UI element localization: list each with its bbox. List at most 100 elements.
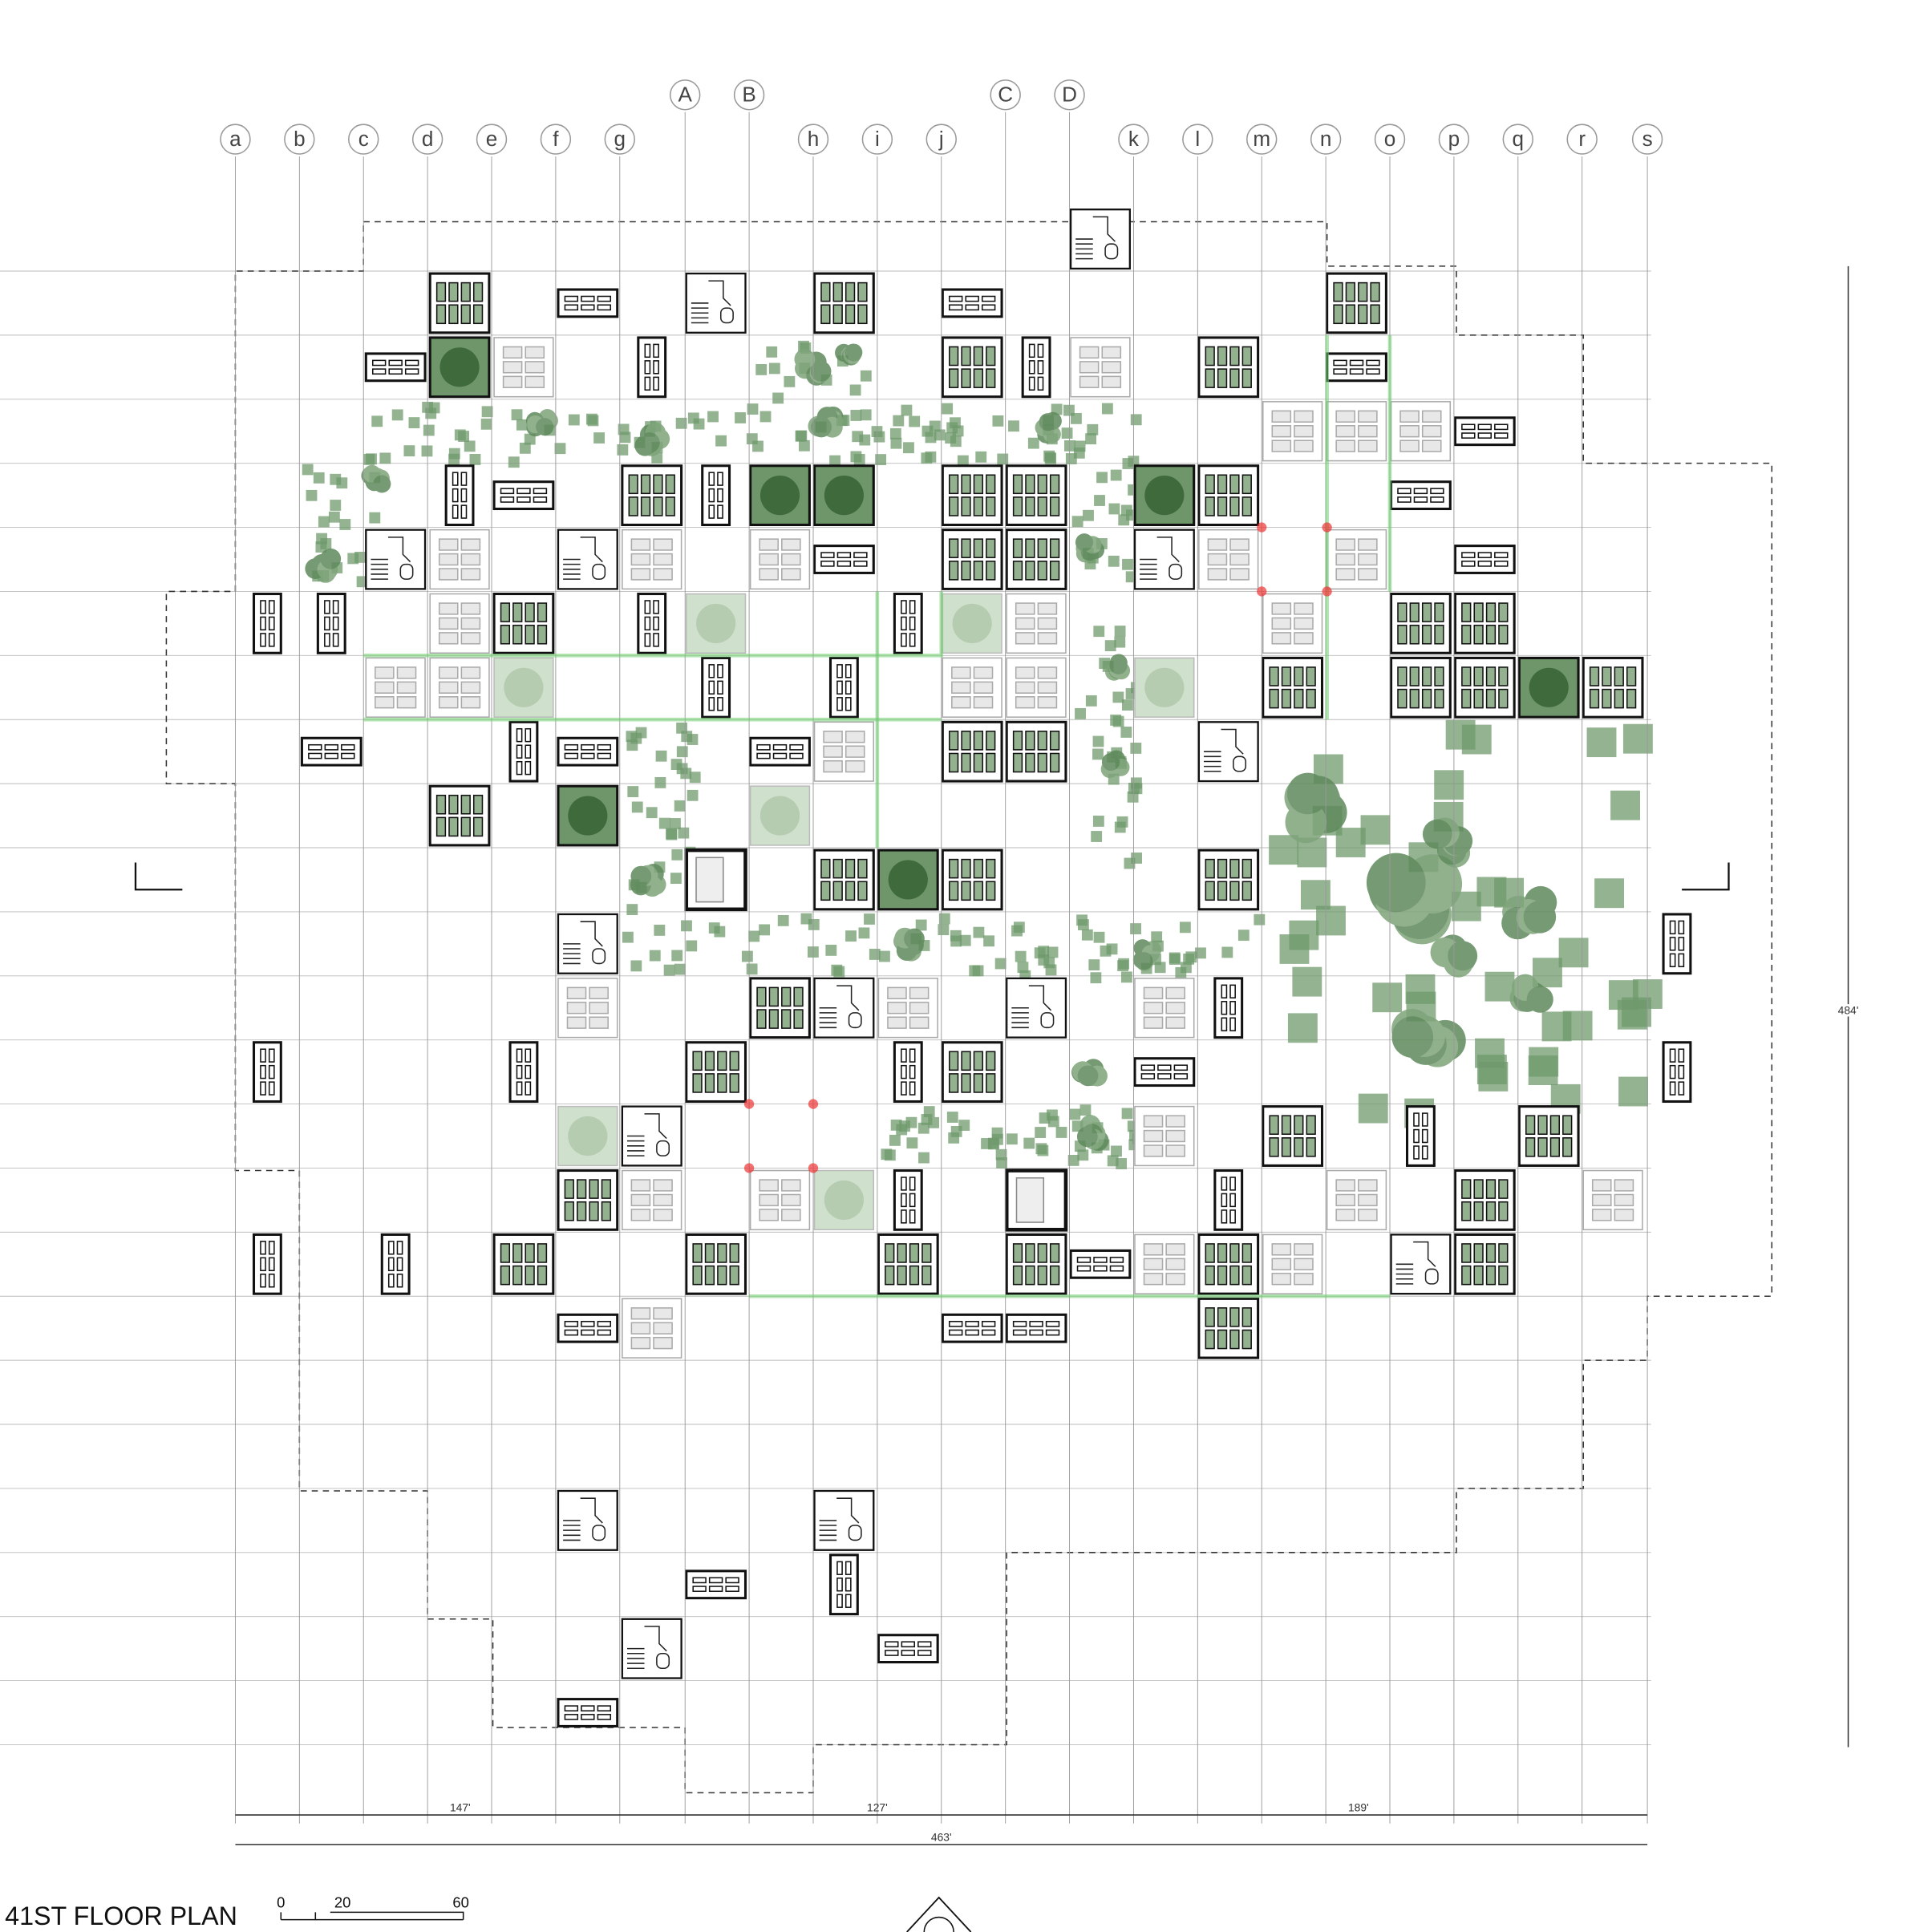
unit-room bbox=[1269, 1115, 1279, 1135]
garden-tile bbox=[858, 927, 870, 939]
unit-room bbox=[1229, 1243, 1240, 1263]
garden-tile bbox=[675, 417, 687, 429]
unit-room bbox=[885, 1243, 895, 1263]
garden-tile bbox=[1027, 437, 1039, 449]
unit-room bbox=[653, 633, 659, 647]
unit-room bbox=[948, 368, 959, 388]
unit-room bbox=[1333, 281, 1343, 302]
unit-room bbox=[781, 986, 792, 1007]
unit-room bbox=[341, 752, 355, 759]
unit-room bbox=[1269, 666, 1279, 687]
tree-canopy bbox=[1075, 533, 1094, 552]
unit-room bbox=[448, 794, 459, 815]
unit-room bbox=[717, 697, 723, 711]
unit-room bbox=[948, 295, 963, 302]
tree bbox=[1035, 411, 1062, 444]
unit-room bbox=[1015, 696, 1035, 709]
unit-frame bbox=[252, 592, 282, 654]
unit-room bbox=[1461, 561, 1476, 567]
unit-room bbox=[1015, 602, 1035, 615]
unit-room bbox=[512, 1243, 523, 1263]
unit-room bbox=[1101, 361, 1122, 374]
unit-room bbox=[1485, 602, 1497, 622]
garden-tile bbox=[881, 1148, 893, 1160]
unit-room bbox=[516, 727, 523, 743]
fixture bbox=[592, 948, 606, 965]
unit-room bbox=[1589, 688, 1600, 709]
stair bbox=[695, 857, 724, 903]
unit-room bbox=[341, 743, 355, 751]
garden-tile bbox=[448, 453, 460, 465]
unit-room bbox=[901, 633, 907, 647]
unit-room bbox=[1205, 1243, 1215, 1263]
unit-room bbox=[628, 496, 638, 516]
unit-room bbox=[1229, 368, 1240, 388]
grid-bubble bbox=[670, 79, 701, 111]
unit-room bbox=[653, 1209, 673, 1221]
garden-tile bbox=[1122, 458, 1134, 469]
unit-room bbox=[986, 752, 996, 773]
unit-room bbox=[986, 1073, 996, 1093]
garden-tile bbox=[689, 772, 701, 784]
unit-room bbox=[704, 1051, 715, 1071]
garden-tile bbox=[747, 403, 759, 415]
unit-frame bbox=[508, 720, 539, 783]
unit-room bbox=[832, 858, 843, 879]
unit-room bbox=[308, 743, 322, 751]
unit-room bbox=[1409, 624, 1420, 645]
grid-bubble bbox=[1631, 124, 1663, 155]
unit-room bbox=[1173, 1064, 1189, 1071]
unit-room bbox=[1109, 1265, 1124, 1272]
grid-label: a bbox=[229, 127, 241, 151]
unit-room bbox=[1421, 439, 1442, 452]
unit-room bbox=[887, 986, 907, 999]
garden-tile bbox=[687, 789, 699, 801]
unit-room bbox=[1421, 602, 1432, 622]
garden-tile bbox=[1610, 790, 1640, 820]
unit-room bbox=[951, 666, 971, 679]
unit-room bbox=[1037, 752, 1047, 773]
unit-room bbox=[901, 1064, 907, 1079]
garden-tile bbox=[1117, 960, 1129, 972]
unit-room bbox=[1413, 1112, 1420, 1127]
garden-tile bbox=[1131, 853, 1142, 864]
unit-room bbox=[1241, 1307, 1252, 1327]
unit-room bbox=[717, 1243, 727, 1263]
unit-room bbox=[1207, 568, 1228, 581]
unit-room bbox=[1012, 1265, 1023, 1286]
garden-tile bbox=[1360, 815, 1391, 845]
garden-tile bbox=[1618, 1076, 1648, 1107]
garden-tile bbox=[921, 1114, 933, 1125]
garden-tile bbox=[1108, 555, 1120, 567]
unit-room bbox=[857, 304, 868, 325]
unit-room bbox=[1413, 488, 1428, 495]
unit-room bbox=[961, 496, 971, 516]
grid-bubble bbox=[284, 124, 315, 155]
unit-frame bbox=[812, 545, 875, 574]
garden-tile bbox=[946, 1112, 958, 1123]
unit-room bbox=[268, 600, 275, 614]
unit-room bbox=[324, 633, 330, 647]
garden-tile bbox=[983, 935, 994, 947]
unit-room bbox=[525, 1243, 535, 1263]
garden-tile bbox=[860, 370, 872, 382]
unit-room bbox=[516, 760, 523, 776]
unit-room bbox=[1397, 496, 1412, 503]
unit-room bbox=[1241, 1329, 1252, 1350]
unit-room bbox=[404, 359, 419, 367]
unit-room bbox=[1421, 1128, 1428, 1144]
unit-room bbox=[1461, 1179, 1472, 1199]
unit-room bbox=[1241, 1265, 1252, 1286]
unit-room bbox=[973, 496, 984, 516]
unit-room bbox=[1229, 1193, 1236, 1208]
unit-room bbox=[1217, 881, 1228, 901]
unit-room bbox=[1409, 666, 1420, 687]
unit-room bbox=[1421, 425, 1442, 438]
garden-tile bbox=[766, 346, 778, 358]
unit-room bbox=[948, 496, 959, 516]
garden-tile bbox=[1106, 943, 1118, 955]
garden-tile bbox=[1358, 1093, 1388, 1124]
grid-label: c bbox=[358, 127, 369, 151]
unit-room bbox=[1012, 496, 1023, 516]
unit-room bbox=[1614, 1179, 1634, 1192]
